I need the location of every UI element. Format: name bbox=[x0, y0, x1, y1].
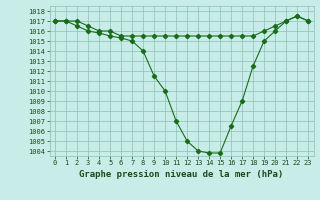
X-axis label: Graphe pression niveau de la mer (hPa): Graphe pression niveau de la mer (hPa) bbox=[79, 170, 284, 179]
